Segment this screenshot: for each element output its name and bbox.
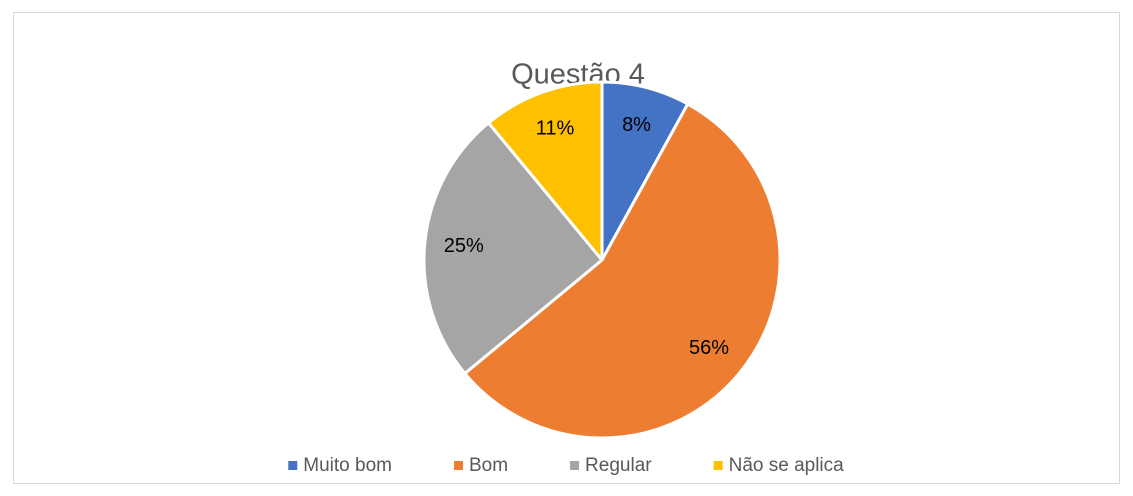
pie-slice (422, 121, 604, 375)
data-label: 56% (689, 337, 729, 359)
pie-slice (463, 102, 782, 440)
data-label: 8% (622, 114, 651, 136)
legend-label: Bom (469, 455, 508, 476)
legend-label: Regular (585, 455, 652, 476)
legend-swatch (288, 461, 298, 470)
data-label: 25% (444, 235, 484, 257)
data-label: 11% (536, 118, 575, 140)
legend-label: Muito bom (303, 455, 392, 476)
legend: Muito bom Bom Regular Não se aplica (288, 455, 844, 476)
legend-swatch (570, 461, 580, 470)
pie-slice (487, 80, 604, 262)
pie-slice (600, 80, 690, 262)
legend-swatch (713, 461, 723, 470)
legend-swatch (453, 461, 463, 470)
legend-label: Não se aplica (729, 455, 845, 476)
